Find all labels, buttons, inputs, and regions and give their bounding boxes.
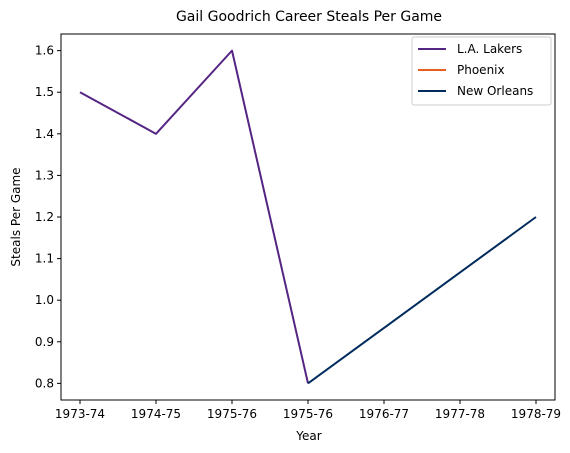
legend-entry: L.A. Lakers bbox=[457, 42, 522, 56]
y-tick-label: 1.4 bbox=[35, 127, 54, 141]
y-axis: 0.8 0.9 1.0 1.1 1.2 1.3 1.4 1.5 1.6 bbox=[35, 44, 61, 390]
chart-title: Gail Goodrich Career Steals Per Game bbox=[176, 9, 442, 25]
x-tick-label: 1978-79 bbox=[511, 407, 561, 421]
x-tick-label: 1976-77 bbox=[359, 407, 409, 421]
y-tick-label: 1.2 bbox=[35, 210, 54, 224]
y-tick-label: 0.9 bbox=[35, 335, 54, 349]
x-tick-label: 1973-74 bbox=[55, 407, 105, 421]
legend-entry: New Orleans bbox=[457, 84, 533, 98]
legend-entry: Phoenix bbox=[457, 63, 505, 77]
series-lines bbox=[79, 49, 537, 385]
y-tick-label: 1.1 bbox=[35, 252, 54, 266]
y-axis-label: Steals Per Game bbox=[9, 167, 23, 266]
x-tick-label: 1975-76 bbox=[283, 407, 333, 421]
y-tick-label: 0.8 bbox=[35, 376, 54, 390]
y-tick-label: 1.6 bbox=[35, 44, 54, 58]
x-tick-label: 1977-78 bbox=[435, 407, 485, 421]
x-tick-label: 1974-75 bbox=[131, 407, 181, 421]
x-tick-label: 1975-76 bbox=[207, 407, 257, 421]
y-tick-label: 1.3 bbox=[35, 168, 54, 182]
y-tick-label: 1.5 bbox=[35, 85, 54, 99]
y-tick-label: 1.0 bbox=[35, 293, 54, 307]
x-axis-label: Year bbox=[295, 429, 321, 443]
series-line bbox=[79, 49, 309, 384]
series-line bbox=[307, 216, 537, 385]
x-axis: 1973-74 1974-75 1975-76 1975-76 1976-77 1977-… bbox=[55, 400, 561, 421]
legend: L.A. Lakers Phoenix New Orleans bbox=[411, 36, 552, 106]
legend-frame bbox=[411, 36, 552, 106]
